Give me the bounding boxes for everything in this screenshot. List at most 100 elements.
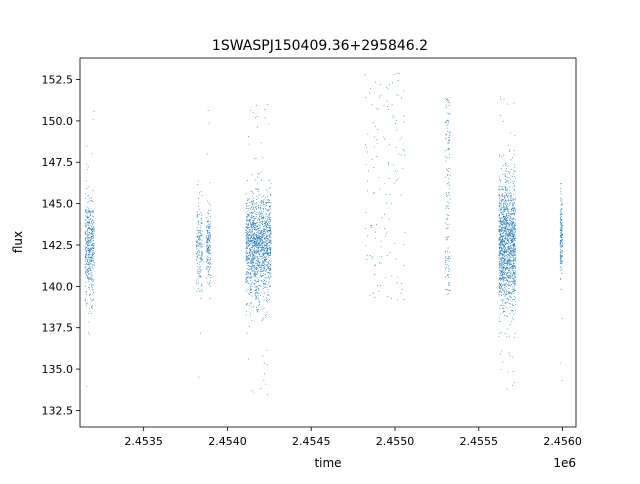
data-point: [88, 232, 90, 234]
data-point: [199, 269, 201, 271]
data-point: [510, 213, 512, 215]
data-point: [90, 298, 92, 299]
data-point: [498, 188, 500, 190]
plot-area: [80, 58, 576, 427]
data-point: [246, 291, 248, 293]
data-point: [259, 271, 261, 273]
data-point: [514, 166, 516, 168]
data-point: [197, 244, 199, 246]
data-point: [388, 178, 390, 180]
data-point: [261, 267, 262, 269]
data-point: [261, 247, 263, 248]
data-point: [93, 256, 95, 258]
data-point: [93, 252, 95, 254]
data-point: [510, 179, 511, 181]
data-point: [87, 244, 89, 246]
data-point: [248, 232, 249, 234]
data-point: [447, 120, 449, 122]
data-point: [201, 257, 203, 259]
data-point: [449, 194, 451, 196]
data-point: [264, 256, 266, 258]
data-point: [500, 267, 502, 269]
data-point: [92, 190, 94, 191]
data-point: [513, 246, 514, 248]
data-point: [509, 171, 511, 173]
data-point: [88, 216, 90, 218]
data-point: [514, 246, 516, 247]
data-point: [260, 204, 262, 206]
data-point: [88, 264, 89, 265]
data-point: [394, 182, 396, 184]
data-point: [503, 262, 505, 264]
data-point: [509, 306, 511, 308]
data-point: [265, 282, 267, 284]
data-point: [85, 180, 87, 182]
data-point: [254, 250, 256, 252]
data-point: [207, 266, 209, 267]
data-point: [559, 265, 561, 267]
data-point: [201, 217, 203, 219]
data-point: [256, 209, 257, 211]
data-point: [265, 257, 267, 259]
data-point: [512, 248, 514, 250]
data-point: [253, 218, 255, 220]
data-point: [512, 222, 514, 224]
data-point: [502, 312, 504, 313]
data-point: [505, 219, 507, 221]
data-point: [505, 277, 507, 279]
data-point: [513, 287, 515, 289]
data-point: [505, 195, 507, 197]
data-point: [257, 197, 259, 199]
data-point: [255, 230, 257, 231]
data-point: [86, 188, 88, 189]
data-point: [249, 268, 251, 270]
data-point: [269, 234, 271, 236]
data-point: [87, 245, 89, 247]
data-point: [498, 261, 500, 263]
data-point: [510, 261, 512, 263]
data-point: [509, 202, 511, 204]
data-point: [394, 170, 396, 172]
data-point: [259, 246, 261, 248]
data-point: [513, 247, 514, 249]
data-point: [254, 234, 256, 236]
data-point: [561, 220, 563, 221]
data-point: [501, 256, 503, 258]
data-point: [498, 240, 500, 241]
data-point: [501, 201, 503, 202]
data-point: [197, 272, 199, 274]
data-point: [270, 286, 271, 288]
data-point: [503, 202, 505, 204]
data-point: [369, 92, 371, 94]
data-point: [251, 212, 253, 214]
data-point: [256, 188, 258, 190]
data-point: [250, 207, 252, 209]
data-point: [92, 300, 94, 302]
data-point: [258, 224, 260, 226]
data-point: [514, 235, 516, 237]
data-point: [250, 109, 252, 111]
data-point: [511, 310, 513, 312]
data-point: [90, 237, 92, 239]
data-point: [199, 242, 201, 244]
data-point: [512, 385, 513, 387]
data-point: [254, 223, 255, 225]
data-point: [257, 228, 259, 229]
data-point: [259, 218, 261, 220]
data-point: [504, 292, 506, 294]
data-point: [255, 234, 257, 236]
data-point: [248, 136, 250, 137]
data-point: [254, 276, 256, 278]
data-point: [508, 262, 510, 264]
data-point: [208, 245, 210, 247]
data-point: [270, 183, 272, 184]
data-point: [84, 246, 86, 248]
data-point: [446, 214, 448, 216]
data-point: [87, 239, 89, 241]
data-point: [269, 260, 270, 261]
data-point: [210, 220, 212, 222]
data-point: [249, 238, 251, 239]
data-point: [87, 166, 89, 168]
data-point: [201, 233, 203, 235]
data-point: [512, 217, 514, 219]
